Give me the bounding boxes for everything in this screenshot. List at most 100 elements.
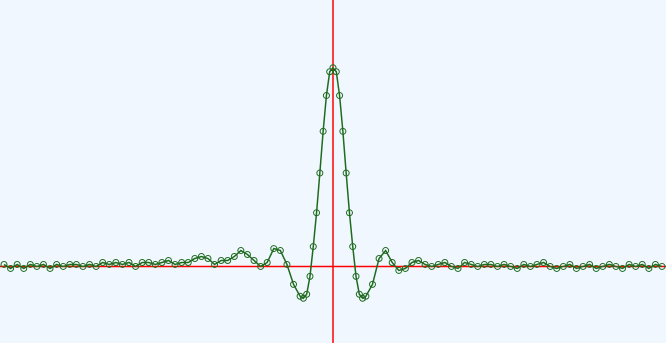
data-point-96 <box>566 260 574 268</box>
data-point-49 <box>309 243 317 251</box>
data-point-1 <box>7 264 15 272</box>
data-point-103 <box>612 262 620 270</box>
data-point-20 <box>132 262 140 270</box>
data-point-9 <box>59 262 67 270</box>
data-point-26 <box>171 260 179 268</box>
data-point-24 <box>158 258 166 266</box>
data-point-78 <box>447 262 455 270</box>
data-point-10 <box>66 260 74 268</box>
data-point-6 <box>39 260 47 268</box>
data-point-87 <box>507 262 515 270</box>
data-point-19 <box>125 258 133 266</box>
data-point-97 <box>572 264 580 272</box>
data-point-95 <box>559 262 567 270</box>
data-point-74 <box>421 260 429 268</box>
data-point-31 <box>204 255 212 262</box>
data-point-60 <box>345 209 353 217</box>
data-point-108 <box>645 264 653 272</box>
data-point-69 <box>388 258 396 266</box>
data-point-94 <box>553 264 561 272</box>
data-point-70 <box>395 266 403 274</box>
data-point-110 <box>658 262 666 270</box>
data-point-77 <box>441 258 449 266</box>
data-point-33 <box>217 256 225 264</box>
series-line <box>3 66 663 300</box>
data-point-67 <box>375 255 383 262</box>
data-point-99 <box>586 260 594 268</box>
data-point-12 <box>79 262 87 270</box>
data-point-15 <box>99 258 107 266</box>
data-point-76 <box>434 260 442 268</box>
data-point-81 <box>467 260 475 268</box>
data-point-65 <box>362 292 370 300</box>
data-point-0 <box>0 260 8 268</box>
data-point-11 <box>72 260 80 268</box>
data-point-18 <box>118 260 126 268</box>
data-point-80 <box>461 258 469 266</box>
data-point-105 <box>625 260 633 268</box>
data-point-98 <box>579 262 587 270</box>
data-markers <box>0 64 666 302</box>
data-point-106 <box>632 262 640 270</box>
data-point-22 <box>145 258 153 266</box>
data-point-3 <box>20 264 28 272</box>
data-point-85 <box>494 262 501 270</box>
data-point-4 <box>26 260 34 268</box>
data-point-109 <box>651 260 659 268</box>
data-point-88 <box>513 264 521 272</box>
data-point-52 <box>319 127 327 135</box>
data-point-35 <box>230 253 238 261</box>
data-point-56 <box>332 68 340 76</box>
data-point-79 <box>454 264 462 272</box>
data-point-25 <box>165 256 172 264</box>
data-point-82 <box>474 262 482 270</box>
data-point-72 <box>408 258 416 266</box>
data-point-36 <box>237 247 245 255</box>
data-point-32 <box>211 260 219 268</box>
data-point-34 <box>224 256 232 264</box>
data-point-16 <box>105 260 113 268</box>
data-point-37 <box>243 251 251 259</box>
data-point-75 <box>428 262 436 270</box>
data-point-73 <box>415 256 423 264</box>
data-point-30 <box>197 253 205 261</box>
data-point-86 <box>500 260 508 268</box>
data-point-28 <box>184 258 192 266</box>
data-point-51 <box>316 169 324 177</box>
data-point-5 <box>33 262 41 270</box>
data-point-83 <box>480 260 488 268</box>
data-point-7 <box>46 264 54 272</box>
data-point-38 <box>250 256 258 264</box>
data-point-102 <box>605 260 613 268</box>
data-point-71 <box>401 264 409 272</box>
data-point-89 <box>520 260 528 268</box>
data-point-66 <box>368 280 376 288</box>
data-point-40 <box>263 258 271 266</box>
data-point-92 <box>540 258 548 266</box>
data-point-43 <box>283 260 291 268</box>
data-point-61 <box>349 243 357 251</box>
data-point-68 <box>382 247 390 255</box>
data-point-50 <box>313 209 321 217</box>
data-point-8 <box>53 260 61 268</box>
data-point-42 <box>276 247 284 255</box>
data-point-13 <box>86 260 94 268</box>
data-point-48 <box>306 272 314 280</box>
data-point-29 <box>191 255 199 262</box>
data-point-107 <box>638 260 646 268</box>
data-point-93 <box>546 262 554 270</box>
data-point-101 <box>599 262 607 270</box>
data-point-53 <box>322 92 330 100</box>
data-point-90 <box>526 262 534 270</box>
data-point-39 <box>257 262 265 270</box>
data-point-100 <box>592 264 600 272</box>
data-point-91 <box>533 260 541 268</box>
data-point-2 <box>13 260 21 268</box>
data-point-84 <box>487 260 495 268</box>
data-point-47 <box>303 290 311 298</box>
data-point-62 <box>352 272 360 280</box>
data-point-44 <box>290 280 298 288</box>
data-point-58 <box>339 127 347 135</box>
